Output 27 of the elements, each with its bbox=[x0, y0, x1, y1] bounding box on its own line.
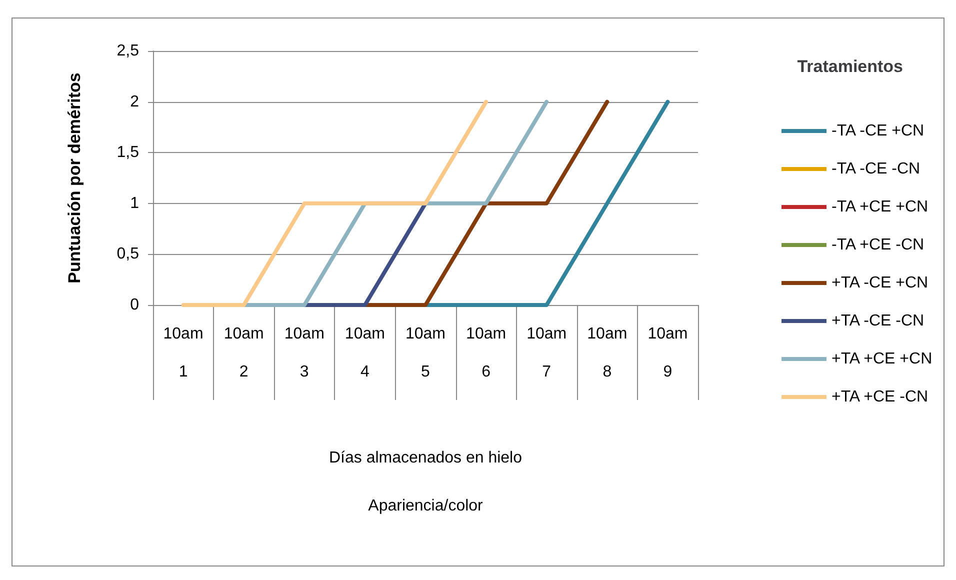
legend-label: +TA -CE +CN bbox=[831, 274, 928, 292]
y-tick-label: 0 bbox=[130, 296, 140, 314]
y-tick-label: 0,5 bbox=[116, 246, 140, 263]
y-tick-label: 1,5 bbox=[116, 144, 140, 162]
text: Apariencia/color bbox=[368, 498, 484, 514]
category-label: 10am 6 bbox=[466, 326, 506, 380]
category-label: 10am 5 bbox=[405, 326, 446, 380]
category-label: 10am 4 bbox=[344, 326, 385, 380]
category-label: 10am 8 bbox=[587, 326, 628, 380]
legend-label: +TA +CE +CN bbox=[831, 350, 932, 368]
y-tick-label: 2 bbox=[130, 93, 140, 110]
category-label: 10am 9 bbox=[648, 326, 688, 380]
legend-label: -TA +CE +CN bbox=[831, 198, 928, 216]
legend-title: Tratamientos bbox=[797, 57, 903, 76]
legend-label: +TA -CE -CN bbox=[831, 312, 924, 330]
legend-label: -TA +CE -CN bbox=[831, 236, 924, 254]
y-tick-label: 2,5 bbox=[116, 42, 140, 60]
category-label: 10am 1 bbox=[163, 326, 204, 380]
text: Días almacenados en hielo bbox=[328, 450, 522, 466]
category-label: 10am 2 bbox=[224, 326, 264, 380]
y-axis-title: Puntuación por deméritos bbox=[65, 72, 84, 284]
legend-label: -TA -CE -CN bbox=[831, 160, 920, 178]
category-label: 10am 3 bbox=[284, 326, 324, 380]
y-tick-label: 1 bbox=[130, 194, 140, 212]
legend-label: +TA +CE -CN bbox=[831, 388, 928, 406]
legend-label: -TA -CE +CN bbox=[831, 122, 924, 140]
category-label: 10am 7 bbox=[526, 326, 567, 380]
